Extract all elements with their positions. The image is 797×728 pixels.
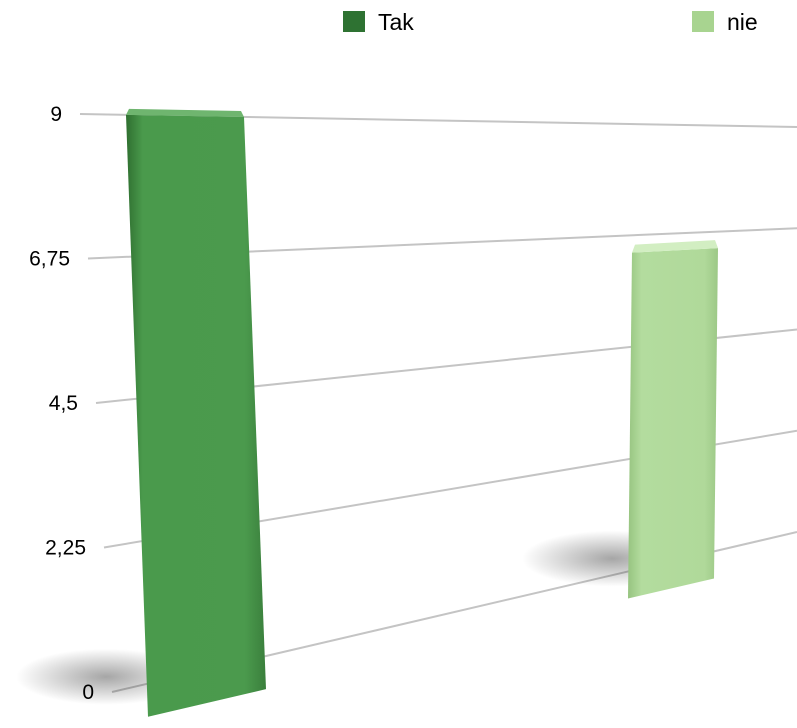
bar-top-tak bbox=[126, 108, 244, 117]
y-tick-label: 0 bbox=[82, 681, 94, 704]
legend-label-nie: nie bbox=[727, 9, 758, 35]
bar-tak bbox=[126, 114, 266, 717]
y-tick-label: 6,75 bbox=[29, 248, 70, 271]
legend-swatch-tak bbox=[343, 11, 365, 32]
bar-shadows bbox=[16, 530, 702, 705]
bar-nie bbox=[628, 248, 718, 599]
legend-swatch-nie bbox=[692, 11, 714, 32]
y-tick-label: 4,5 bbox=[49, 392, 78, 415]
legend: Tak nie bbox=[343, 9, 758, 35]
y-tick-label: 2,25 bbox=[45, 537, 86, 560]
bars bbox=[126, 108, 718, 717]
legend-label-tak: Tak bbox=[378, 9, 414, 35]
bar-top-nie bbox=[632, 240, 718, 253]
y-axis-tick-labels: 0 2,25 4,5 6,75 9 bbox=[29, 103, 94, 704]
y-tick-label: 9 bbox=[50, 103, 62, 126]
